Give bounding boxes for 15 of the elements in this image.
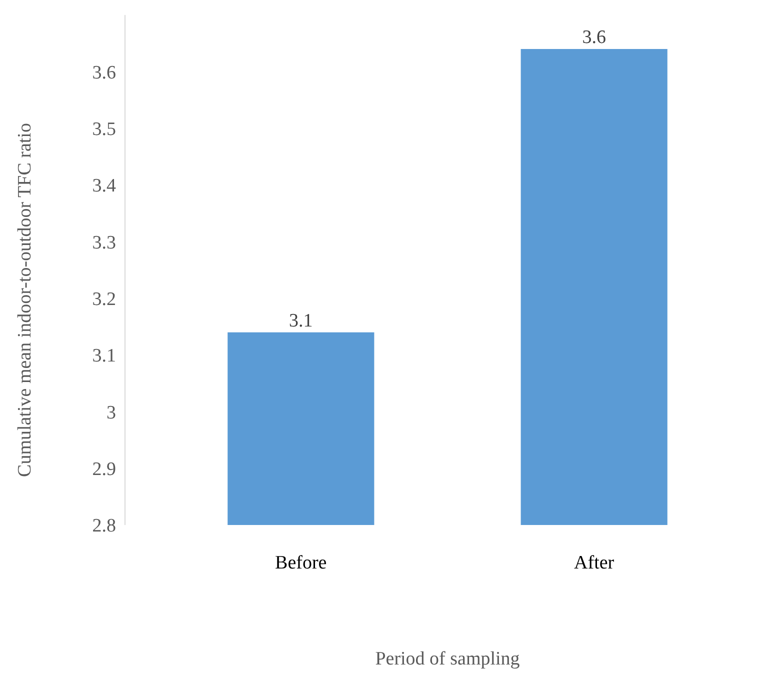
data-label: 3.6 — [582, 27, 606, 48]
data-label: 3.1 — [289, 310, 313, 332]
y-tick-label: 3.4 — [92, 176, 116, 197]
x-tick-label: Before — [275, 552, 327, 574]
y-tick-label: 3.3 — [92, 232, 116, 254]
y-tick-label: 2.9 — [92, 458, 116, 480]
y-tick-label: 3.1 — [92, 346, 116, 367]
y-tick-label: 2.8 — [92, 516, 116, 537]
y-tick-label: 3.5 — [92, 118, 116, 140]
x-axis-title: Period of sampling — [375, 648, 520, 670]
y-axis-title: Cumulative mean indoor-to-outdoor TFC ratio — [14, 123, 36, 477]
y-tick-label: 3.6 — [92, 62, 116, 84]
y-tick-label: 3.2 — [92, 288, 116, 310]
x-tick-label: After — [574, 552, 615, 574]
y-tick-label: 3 — [106, 402, 116, 424]
